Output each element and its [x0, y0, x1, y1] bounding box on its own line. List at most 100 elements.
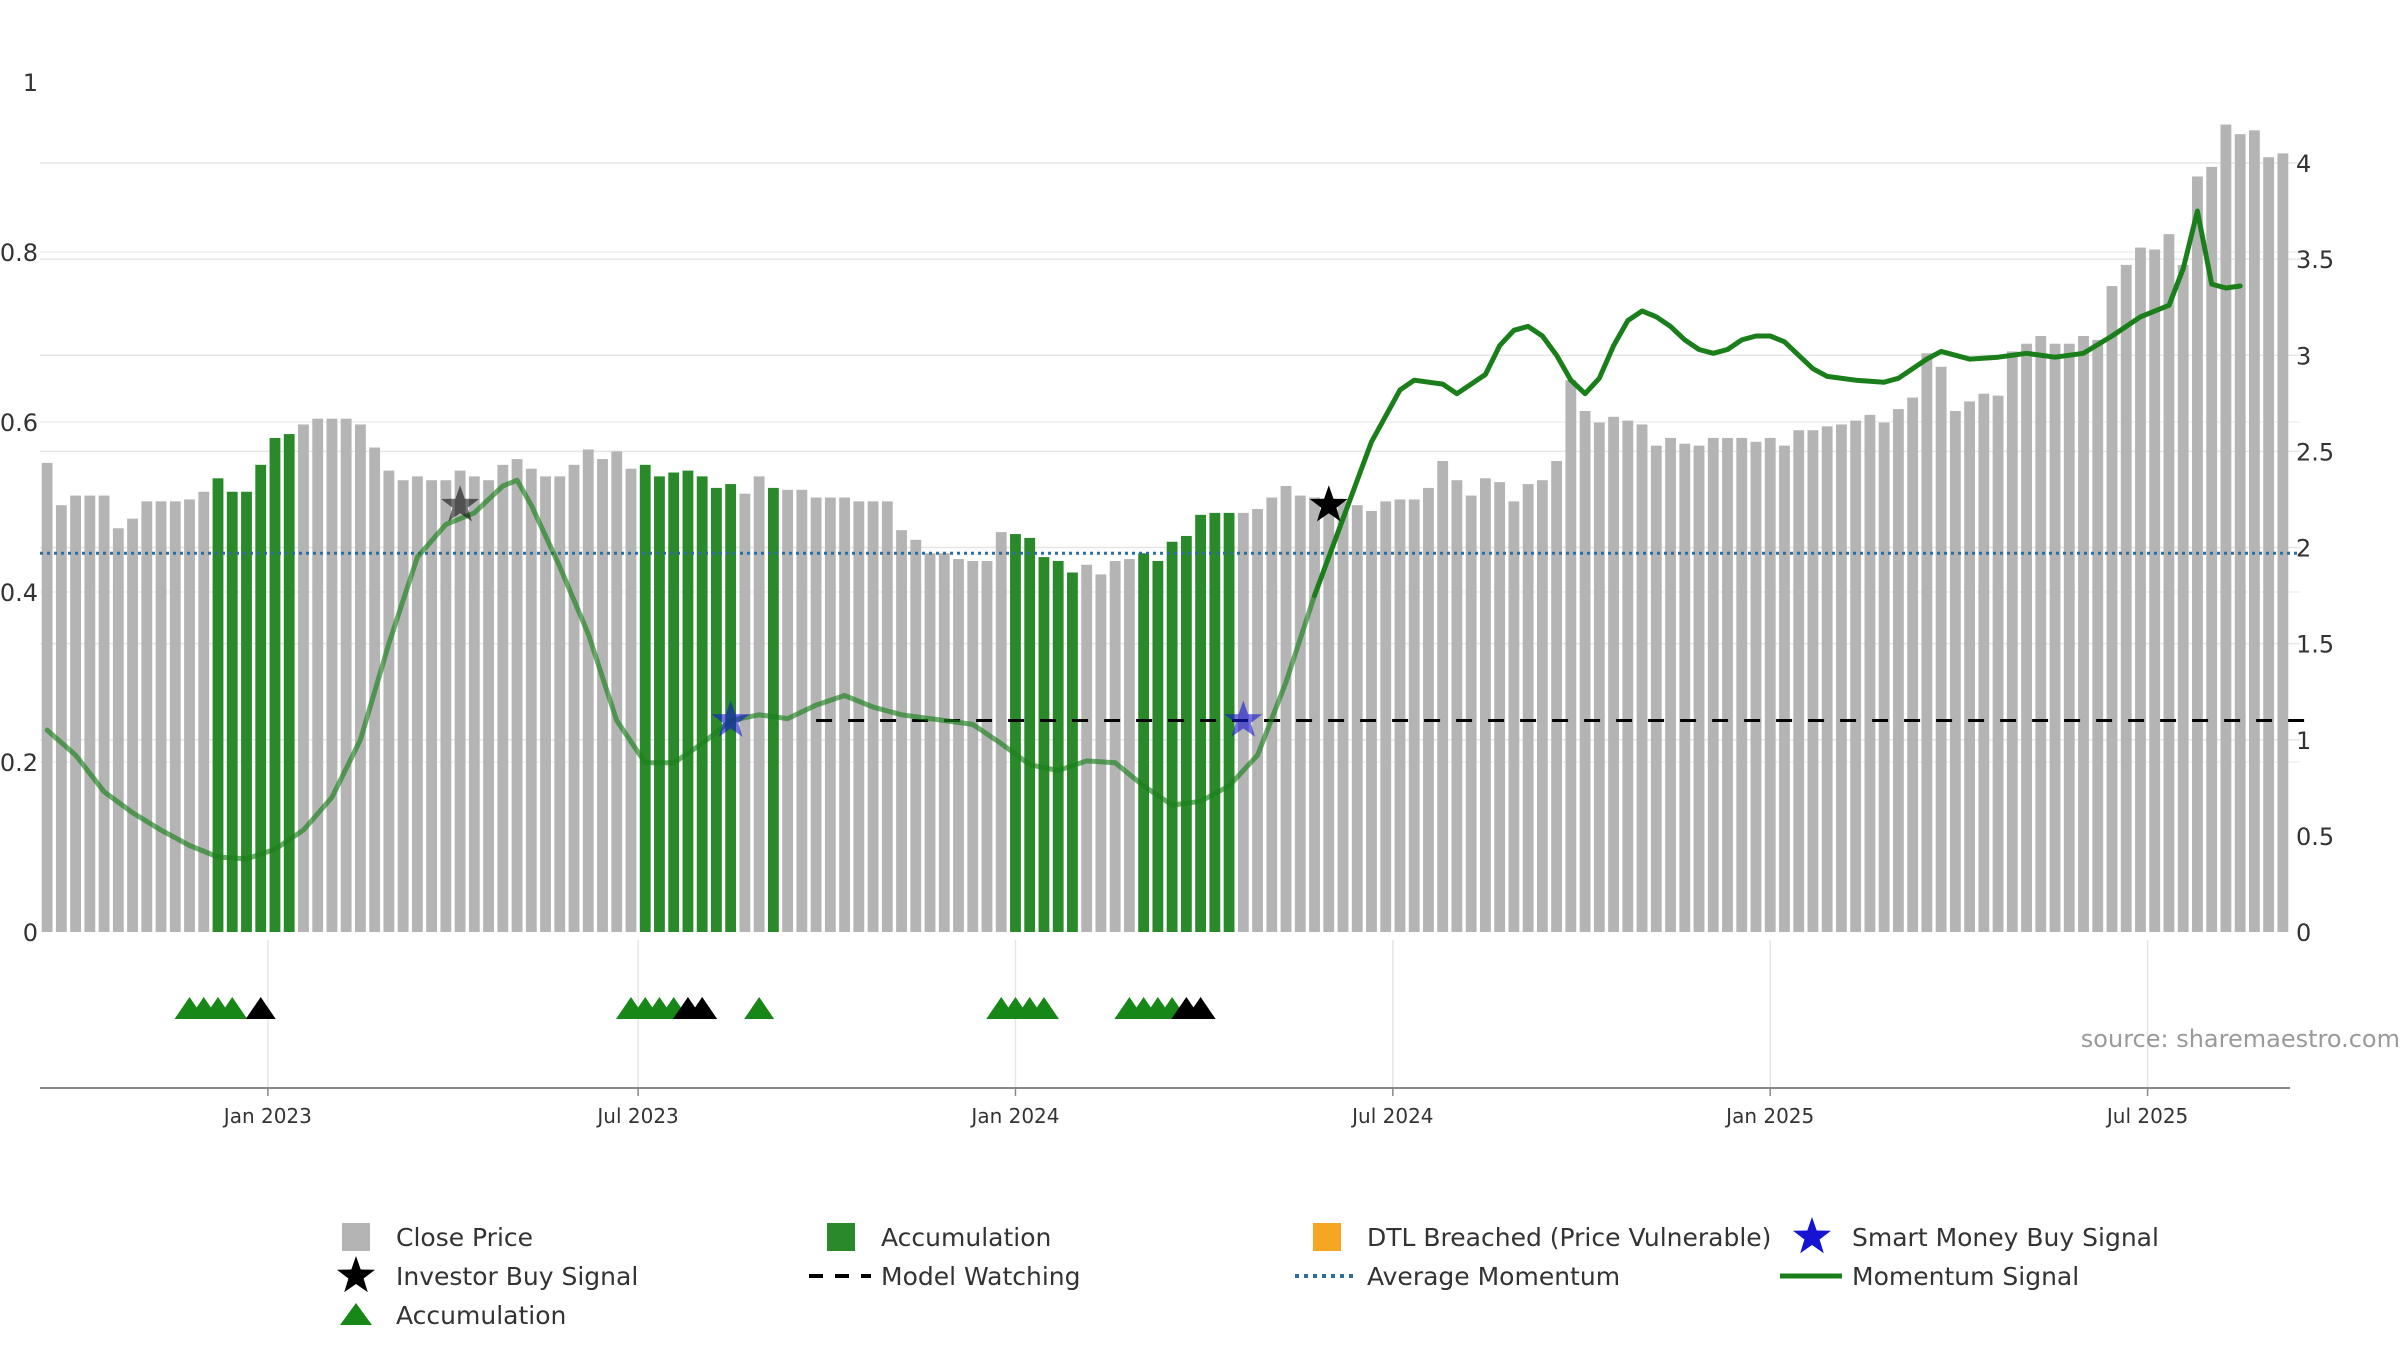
close-price-bar	[810, 497, 822, 932]
close-price-bar	[782, 489, 794, 932]
close-price-bar	[938, 553, 950, 932]
accumulation-bar	[1010, 534, 1021, 932]
close-price-bar	[1679, 443, 1691, 932]
accumulation-bar	[255, 464, 267, 932]
close-price-bar	[881, 501, 893, 932]
close-price-bar	[1380, 501, 1392, 932]
close-price-bar	[1650, 445, 1662, 932]
close-price-bar	[1850, 420, 1862, 932]
accumulation-bar	[1024, 537, 1036, 932]
close-price-bar	[1323, 501, 1335, 932]
close-price-bar	[1394, 499, 1406, 932]
close-price-bar	[1736, 437, 1748, 932]
legend-label: Model Watching	[881, 1262, 1081, 1291]
bars-layer	[41, 124, 2289, 933]
close-price-bar	[1423, 487, 1434, 932]
accumulation-bar	[1152, 560, 1164, 932]
close-price-bar	[1935, 366, 1947, 932]
close-price-bar	[1522, 484, 1534, 932]
accumulation-bar	[1195, 514, 1207, 932]
close-price-bar	[853, 501, 865, 932]
close-price-bar	[1536, 480, 1548, 932]
accumulation-bar	[711, 487, 722, 932]
close-price-bar	[383, 470, 395, 932]
close-price-bar	[1494, 482, 1506, 932]
close-price-bar	[1836, 424, 1847, 932]
accumulation-triangle-black	[245, 997, 276, 1019]
accumulation-bar	[1052, 560, 1064, 932]
close-price-bar	[497, 464, 509, 932]
close-price-bar	[910, 539, 922, 932]
close-price-bar	[2021, 343, 2032, 933]
close-price-bar	[55, 505, 67, 932]
close-price-bar	[1579, 411, 1591, 932]
momentum-signal-line-faded	[44, 477, 1317, 862]
close-price-bar	[1722, 437, 1733, 932]
close-price-bar	[1551, 460, 1563, 932]
accumulation-bar	[767, 487, 779, 932]
accumulation-bar	[668, 472, 680, 932]
close-price-bar	[411, 476, 423, 932]
close-price-bar	[1793, 430, 1805, 932]
close-price-bar	[440, 480, 452, 932]
axes-layer: 0 0.2 0.4 0.6 0.8 1 0 0.5 1 1.5 2 2.5 3 3.5 4 Jan 2023 J…	[0, 69, 2334, 1128]
right-axis-tick-label: 1	[2296, 727, 2311, 755]
close-price-bar	[739, 493, 751, 932]
legend-swatch-star	[337, 1256, 375, 1293]
close-price-bar	[2149, 249, 2161, 932]
close-price-bar	[1252, 509, 1263, 932]
close-price-bar	[1437, 460, 1449, 932]
close-price-bar	[112, 528, 124, 932]
legend: Close Price Accumulation DTL Breached (Pri…	[337, 1217, 2159, 1330]
left-axis-tick-label: 0.4	[0, 579, 38, 607]
close-price-bar	[1451, 480, 1463, 932]
legend-swatch-star	[1793, 1217, 1831, 1254]
close-price-bar	[2163, 234, 2175, 932]
close-price-bar	[1565, 380, 1577, 932]
right-axis-tick-label: 3	[2296, 342, 2311, 370]
close-price-bar	[611, 451, 623, 933]
close-price-bar	[1280, 485, 1292, 932]
x-axis-tick-label: Jul 2024	[1350, 1104, 1433, 1128]
legend-label: Investor Buy Signal	[396, 1262, 638, 1291]
close-price-bar	[1878, 422, 1890, 932]
close-price-bar	[1508, 501, 1520, 932]
accumulation-bar	[1067, 572, 1078, 932]
investor-buy-star	[441, 485, 480, 522]
close-price-bar	[1807, 430, 1819, 932]
close-price-bar	[981, 560, 993, 932]
close-price-bar	[2263, 157, 2275, 933]
close-price-bar	[2063, 343, 2075, 933]
close-price-bar	[1750, 441, 1762, 932]
close-price-bar	[1665, 437, 1676, 932]
accumulation-bar	[212, 478, 224, 932]
accumulation-bar	[1138, 553, 1150, 932]
close-price-bar	[995, 532, 1007, 932]
x-axis-tick-label: Jan 2024	[969, 1104, 1059, 1128]
legend-label: DTL Breached (Price Vulnerable)	[1367, 1223, 1771, 1252]
close-price-bar	[2006, 351, 2018, 932]
close-price-bar	[1309, 497, 1320, 932]
close-price-bar	[70, 495, 82, 932]
close-price-bar	[1081, 564, 1093, 932]
smart-money-buy-star	[1224, 700, 1263, 737]
close-price-bar	[554, 476, 566, 932]
accumulation-triangle	[1028, 997, 1059, 1019]
close-price-bar	[2277, 153, 2289, 932]
close-price-bar	[824, 497, 836, 932]
legend-label: Average Momentum	[1367, 1262, 1620, 1291]
left-axis-tick-label: 0.6	[0, 409, 38, 437]
close-price-bar	[355, 424, 366, 932]
close-price-bar	[468, 476, 480, 932]
accumulation-bar	[1038, 557, 1050, 932]
left-axis-tick-label: 0	[23, 919, 38, 947]
close-price-bar	[2035, 336, 2047, 932]
legend-swatch-square	[827, 1223, 855, 1251]
close-price-bar	[1707, 437, 1719, 932]
accumulation-bar	[696, 476, 708, 932]
close-price-bar	[953, 559, 964, 932]
close-price-bar	[967, 560, 979, 932]
legend-swatch-square	[342, 1223, 370, 1251]
accumulation-bar	[283, 434, 295, 932]
